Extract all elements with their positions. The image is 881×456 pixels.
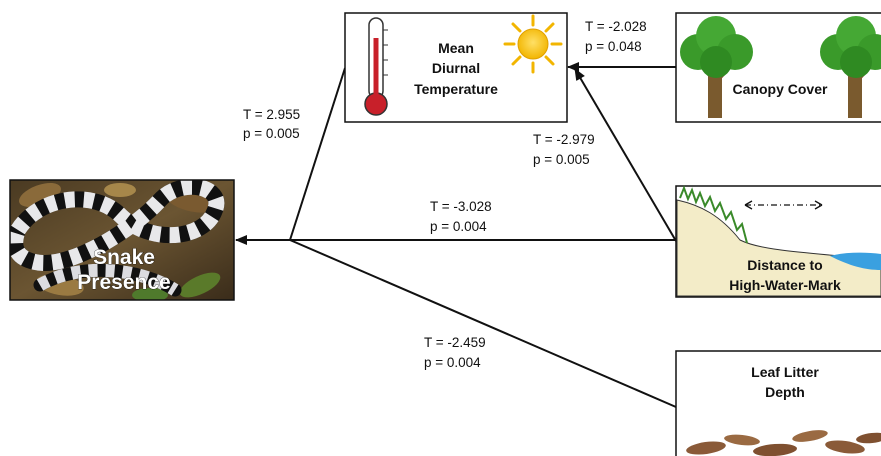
litter-label-line1: Leaf Litter — [751, 364, 819, 380]
arrow-temperature-to-snake — [289, 67, 346, 241]
temperature-label-line1: Mean — [438, 40, 474, 56]
node-leaf-litter-depth: Leaf Litter Depth — [675, 350, 881, 456]
riverbank-icon — [676, 185, 881, 297]
stat-canopy-temperature-p: p = 0.048 — [585, 39, 642, 54]
node-canopy-cover: Canopy Cover — [675, 12, 881, 123]
node-distance-high-water-mark: Distance to High-Water-Mark — [675, 185, 881, 298]
leaf-icon — [686, 430, 881, 456]
stat-distance-temperature-p: p = 0.005 — [533, 152, 590, 167]
snake-photo — [10, 180, 225, 300]
litter-label-line2: Depth — [765, 384, 805, 400]
tree-icon — [820, 16, 881, 118]
stat-canopy-temperature-t: T = -2.028 — [585, 19, 647, 34]
snake-label-line1: Snake — [93, 246, 155, 269]
snake-label-line2: Presence — [77, 271, 170, 294]
canopy-label: Canopy Cover — [733, 81, 828, 97]
stat-distance-temperature-t: T = -2.979 — [533, 132, 595, 147]
stat-temperature-snake-p: p = 0.005 — [243, 126, 300, 141]
temperature-label-line2: Diurnal — [432, 60, 480, 76]
thermometer-icon — [364, 17, 388, 116]
stat-temperature-snake-t: T = 2.955 — [243, 107, 300, 122]
distance-label-line2: High-Water-Mark — [729, 277, 841, 293]
stat-litter-snake-t: T = -2.459 — [424, 335, 486, 350]
node-snake-presence: Snake Presence — [9, 179, 235, 301]
distance-label-line1: Distance to — [747, 257, 822, 273]
stat-distance-snake-t: T = -3.028 — [430, 199, 492, 214]
temperature-label-line3: Temperature — [414, 81, 498, 97]
node-mean-diurnal-temperature: Mean Diurnal Temperature — [344, 12, 568, 123]
stat-litter-snake-p: p = 0.004 — [424, 355, 481, 370]
arrow-litter-to-snake — [289, 239, 677, 408]
sun-icon — [503, 14, 563, 74]
path-statistics: T = -2.028 p = 0.048 T = -2.979 p = 0.00… — [243, 19, 647, 370]
arrow-distance-to-temperature — [574, 68, 677, 242]
tree-icon — [680, 16, 753, 118]
stat-distance-snake-p: p = 0.004 — [430, 219, 487, 234]
path-arrows — [235, 62, 677, 408]
